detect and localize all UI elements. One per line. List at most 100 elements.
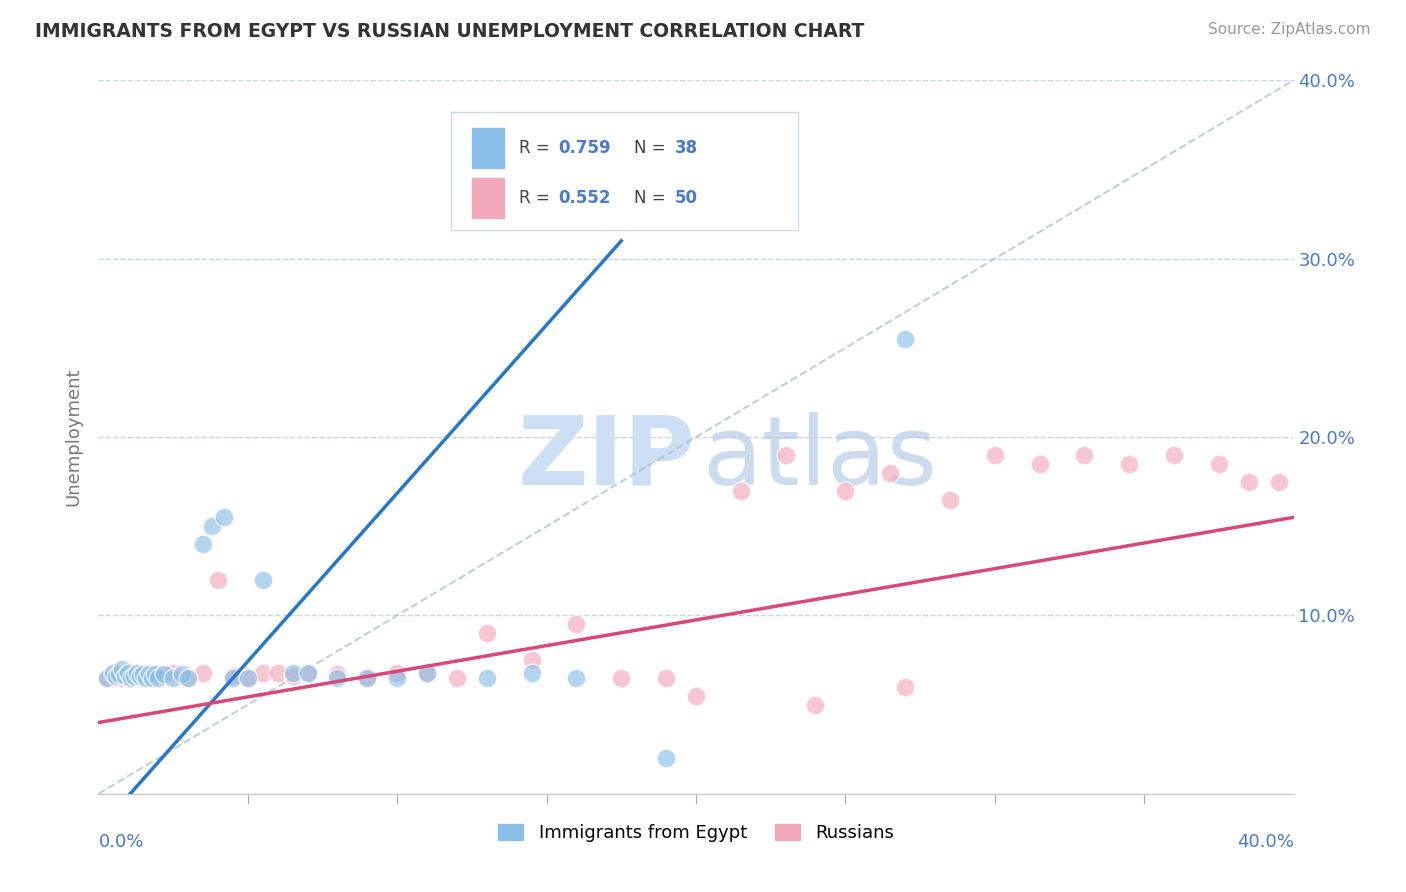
Text: IMMIGRANTS FROM EGYPT VS RUSSIAN UNEMPLOYMENT CORRELATION CHART: IMMIGRANTS FROM EGYPT VS RUSSIAN UNEMPLO… [35,22,865,41]
Point [114,669,136,683]
Point [138,667,160,681]
Text: Source: ZipAtlas.com: Source: ZipAtlas.com [1208,22,1371,37]
Point [894,332,917,346]
Point [939,492,962,507]
Point [191,537,214,551]
Point [565,671,588,685]
Point [267,665,290,680]
Text: N =: N = [634,139,671,157]
Point [162,665,184,680]
Point [281,669,304,683]
Point [96,671,118,685]
Point [356,671,378,685]
Point [191,665,214,680]
Point [804,698,827,712]
Text: R =: R = [519,139,555,157]
Point [105,671,128,685]
Text: 38: 38 [675,139,697,157]
Point [1073,448,1095,462]
Text: 0.0%: 0.0% [98,833,143,851]
Point [111,662,134,676]
Point [1237,475,1260,489]
Point [1208,457,1230,471]
Point [103,665,125,680]
Point [236,671,259,685]
Point [252,665,274,680]
Point [141,671,163,685]
Point [132,667,155,681]
Point [143,667,166,681]
Text: R =: R = [519,189,555,207]
Point [356,671,378,685]
Point [416,665,439,680]
Text: atlas: atlas [702,412,936,505]
Point [655,751,678,765]
Point [108,667,131,681]
Point [127,665,149,680]
Point [685,689,707,703]
Point [730,483,752,498]
Point [610,671,633,685]
Point [117,671,139,685]
Point [281,665,304,680]
Point [655,671,678,685]
Point [520,665,543,680]
Point [446,671,468,685]
Point [117,665,139,680]
Point [132,671,155,685]
Point [984,448,1007,462]
Point [105,669,128,683]
Point [879,466,901,480]
Text: 40.0%: 40.0% [1237,833,1294,851]
Point [475,626,498,640]
Point [201,519,224,533]
Bar [471,177,505,219]
Point [1028,457,1050,471]
Point [124,669,146,683]
Point [120,667,142,681]
Point [153,667,176,681]
Point [326,667,349,681]
Point [236,671,259,685]
Point [834,483,856,498]
Point [416,667,439,681]
Point [775,448,797,462]
Legend: Immigrants from Egypt, Russians: Immigrants from Egypt, Russians [491,815,901,849]
Point [207,573,229,587]
Point [120,671,142,685]
Point [297,667,319,681]
Point [135,671,157,685]
Point [177,671,200,685]
Point [148,671,170,685]
Point [222,669,245,683]
Point [127,665,149,680]
Text: 50: 50 [675,189,697,207]
Text: N =: N = [634,189,671,207]
Text: ZIP: ZIP [517,412,696,505]
Point [297,665,319,680]
Point [96,671,118,685]
Bar [471,127,505,169]
Point [252,573,274,587]
Point [212,510,235,524]
Point [148,667,170,681]
Point [172,667,194,681]
Point [475,671,498,685]
Point [565,617,588,632]
Point [138,667,160,681]
Point [111,671,134,685]
Point [153,669,176,683]
Point [103,667,125,681]
Point [520,653,543,667]
Y-axis label: Unemployment: Unemployment [65,368,83,507]
Point [385,665,409,680]
Text: 0.759: 0.759 [558,139,612,157]
Point [894,680,917,694]
Point [222,671,245,685]
Text: 0.552: 0.552 [558,189,612,207]
Point [108,667,131,681]
Point [124,669,146,683]
Point [129,669,152,683]
FancyBboxPatch shape [451,112,797,230]
Point [177,671,200,685]
